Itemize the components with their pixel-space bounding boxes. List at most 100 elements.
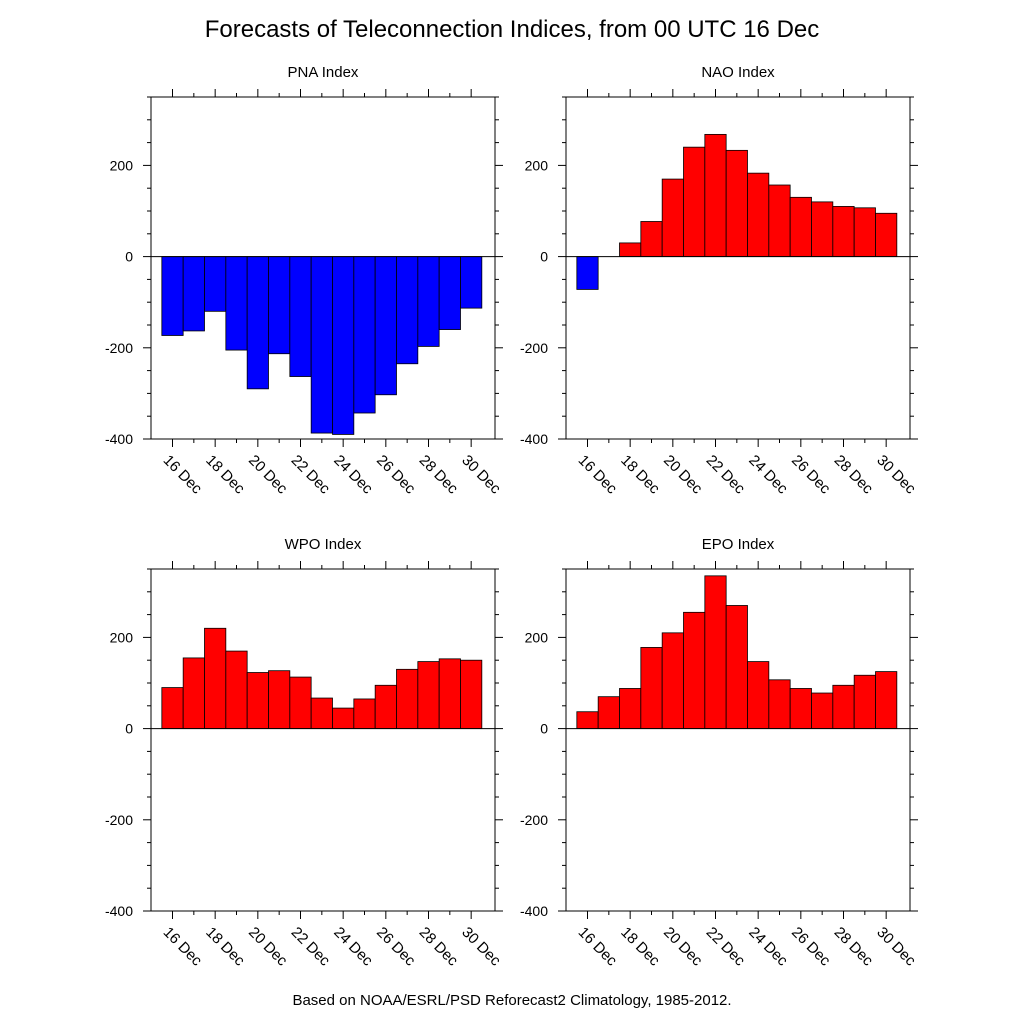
y-tick-label: -200 bbox=[520, 812, 548, 828]
y-tick-label: -400 bbox=[105, 903, 133, 919]
bar bbox=[289, 256, 312, 377]
bar bbox=[289, 676, 312, 730]
x-tick-label: 30 Dec bbox=[873, 924, 919, 970]
bar bbox=[246, 672, 269, 730]
y-tick-label: 200 bbox=[525, 629, 549, 645]
bar bbox=[661, 632, 684, 730]
bar bbox=[576, 711, 599, 729]
bar bbox=[832, 206, 855, 258]
x-tick-label: 20 Dec bbox=[245, 924, 291, 970]
y-tick-label: -400 bbox=[520, 903, 548, 919]
x-tick-label: 28 Dec bbox=[416, 924, 462, 970]
bar bbox=[438, 658, 461, 730]
bar bbox=[225, 256, 248, 351]
bar bbox=[268, 670, 291, 730]
bar bbox=[310, 697, 333, 729]
bar bbox=[704, 133, 727, 257]
x-tick-label: 18 Dec bbox=[617, 452, 663, 498]
bar bbox=[683, 611, 706, 730]
bar bbox=[725, 605, 748, 729]
plot-frame bbox=[565, 96, 911, 440]
bar bbox=[161, 687, 184, 729]
bar bbox=[725, 149, 748, 258]
panel-title: PNA Index bbox=[288, 64, 359, 81]
bar bbox=[204, 256, 227, 312]
x-tick-label: 22 Dec bbox=[703, 924, 749, 970]
bar bbox=[875, 671, 898, 729]
bar bbox=[768, 679, 791, 729]
y-tick-label: -200 bbox=[520, 340, 548, 356]
x-tick-label: 22 Dec bbox=[288, 452, 334, 498]
x-tick-label: 30 Dec bbox=[458, 924, 504, 970]
bar bbox=[576, 256, 599, 290]
bar bbox=[374, 256, 397, 396]
bar bbox=[789, 196, 812, 258]
x-tick-label: 16 Dec bbox=[160, 452, 206, 498]
bar bbox=[332, 707, 355, 730]
y-tick-label: 200 bbox=[110, 157, 134, 173]
y-tick-label: 0 bbox=[540, 721, 548, 737]
x-tick-label: 28 Dec bbox=[831, 924, 877, 970]
bar bbox=[811, 201, 834, 258]
bar bbox=[747, 172, 770, 257]
bar bbox=[417, 661, 440, 730]
x-tick-label: 18 Dec bbox=[617, 924, 663, 970]
x-tick-label: 26 Dec bbox=[788, 452, 834, 498]
x-tick-label: 20 Dec bbox=[245, 452, 291, 498]
bar bbox=[768, 184, 791, 257]
bar bbox=[310, 256, 333, 434]
bar bbox=[597, 696, 620, 729]
bar bbox=[204, 627, 227, 730]
x-tick-label: 22 Dec bbox=[703, 452, 749, 498]
x-tick-label: 24 Dec bbox=[745, 924, 791, 970]
y-tick-label: 0 bbox=[125, 721, 133, 737]
bar bbox=[460, 659, 483, 730]
bar bbox=[182, 256, 205, 332]
x-tick-label: 16 Dec bbox=[160, 924, 206, 970]
bar bbox=[396, 668, 419, 730]
x-tick-label: 22 Dec bbox=[288, 924, 334, 970]
bar bbox=[396, 256, 419, 365]
y-tick-label: -400 bbox=[105, 431, 133, 447]
panel-title: NAO Index bbox=[701, 64, 775, 81]
panel-title: EPO Index bbox=[702, 536, 775, 553]
bar bbox=[789, 688, 812, 729]
bar bbox=[747, 661, 770, 730]
bar bbox=[619, 688, 642, 729]
plot-frame bbox=[150, 96, 496, 440]
bar bbox=[853, 207, 876, 257]
y-tick-label: 0 bbox=[125, 249, 133, 265]
bar bbox=[875, 212, 898, 257]
y-tick-label: 0 bbox=[540, 249, 548, 265]
x-tick-label: 30 Dec bbox=[458, 452, 504, 498]
bar bbox=[460, 256, 483, 309]
bar bbox=[246, 256, 269, 390]
x-tick-label: 20 Dec bbox=[660, 452, 706, 498]
bar bbox=[268, 256, 291, 355]
bar bbox=[619, 242, 642, 257]
x-tick-label: 18 Dec bbox=[202, 924, 248, 970]
x-tick-label: 20 Dec bbox=[660, 924, 706, 970]
x-tick-label: 16 Dec bbox=[575, 924, 621, 970]
y-tick-label: -200 bbox=[105, 340, 133, 356]
x-tick-label: 26 Dec bbox=[373, 924, 419, 970]
plot-frame bbox=[150, 568, 496, 912]
bar bbox=[225, 650, 248, 730]
x-tick-label: 24 Dec bbox=[330, 452, 376, 498]
x-tick-label: 24 Dec bbox=[330, 924, 376, 970]
x-tick-label: 24 Dec bbox=[745, 452, 791, 498]
bar bbox=[640, 647, 663, 729]
x-tick-label: 26 Dec bbox=[373, 452, 419, 498]
bar bbox=[640, 221, 663, 258]
x-tick-label: 26 Dec bbox=[788, 924, 834, 970]
x-tick-label: 30 Dec bbox=[873, 452, 919, 498]
bar bbox=[704, 575, 727, 730]
bar bbox=[374, 684, 397, 730]
bar bbox=[182, 657, 205, 729]
bar bbox=[417, 256, 440, 347]
